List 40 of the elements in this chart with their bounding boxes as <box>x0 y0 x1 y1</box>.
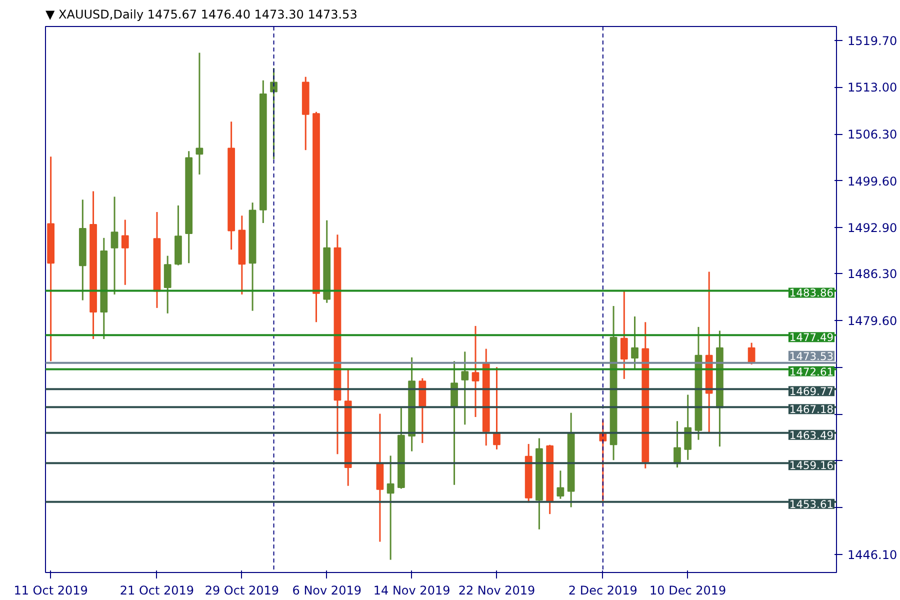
y-tick-label: 1506.30 <box>848 128 898 142</box>
chart-title: ▼ XAUUSD,Daily 1475.67 1476.40 1473.30 1473.53 <box>46 8 358 22</box>
candlestick <box>386 454 394 561</box>
ref-line-label: 1469.77 <box>789 385 834 398</box>
ref-line-label: 1467.18 <box>789 403 834 416</box>
candlestick <box>121 219 129 286</box>
ref-line-label: 1459.16 <box>789 459 834 472</box>
candlestick <box>684 394 692 461</box>
y-tick-label: 1479.60 <box>848 314 898 328</box>
candlestick <box>270 67 278 160</box>
x-tick-label: 2 Dec 2019 <box>568 584 638 598</box>
ref-line-label: 1463.49 <box>789 428 834 442</box>
ref-line-label: 1483.86 <box>789 286 834 300</box>
candlestick <box>556 470 564 500</box>
candlestick <box>631 316 638 370</box>
x-tick-label: 6 Nov 2019 <box>292 584 362 598</box>
ref-line-label: 1472.61 <box>789 365 834 378</box>
candlestick <box>493 366 500 450</box>
y-tick-label: 1486.30 <box>848 267 898 282</box>
x-tick-label: 11 Oct 2019 <box>14 584 88 598</box>
ref-line-label: 1453.61 <box>789 498 834 511</box>
ref-line-label: 1473.53 <box>789 350 834 363</box>
candlestick <box>110 196 118 296</box>
x-tick-label: 10 Dec 2019 <box>650 584 726 598</box>
y-tick-label: 1519.70 <box>848 34 898 48</box>
x-tick-label: 14 Nov 2019 <box>373 584 450 598</box>
candlestick <box>472 325 480 418</box>
y-tick-label: 1446.10 <box>848 548 898 562</box>
x-tick-label: 29 Oct 2019 <box>204 584 280 598</box>
ref-line-label: 1477.49 <box>789 331 834 344</box>
candlestick <box>620 290 628 380</box>
candlestick <box>196 52 204 176</box>
candlestick <box>164 255 172 314</box>
y-tick-label: 1492.90 <box>848 221 898 236</box>
y-tick-label: 1499.60 <box>848 174 898 188</box>
x-tick-label: 21 Oct 2019 <box>120 584 194 598</box>
candlestick <box>461 350 469 426</box>
candlestick <box>674 420 681 468</box>
x-tick-label: 22 Nov 2019 <box>458 584 536 598</box>
y-tick-label: 1513.00 <box>848 80 898 95</box>
